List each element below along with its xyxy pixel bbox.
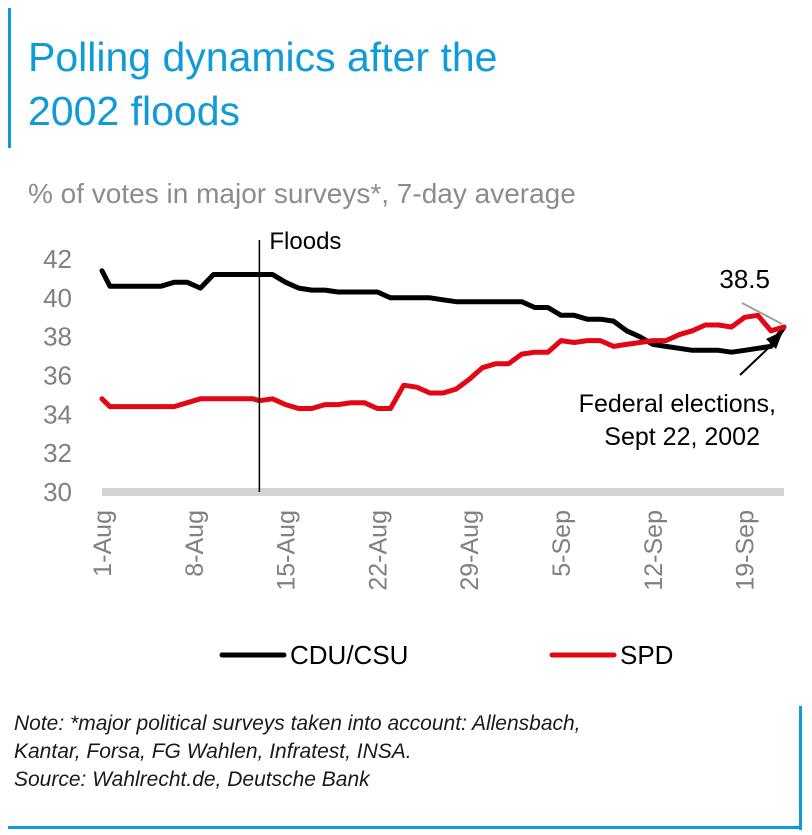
x-tick-label: 15-Aug [273, 510, 301, 591]
x-tick-label: 5-Sep [548, 510, 576, 577]
y-tick-label: 38 [43, 322, 72, 352]
y-tick-label: 42 [43, 244, 72, 274]
y-tick-label: 40 [43, 283, 72, 313]
note-block: Note: *major political surveys taken int… [14, 710, 581, 794]
x-axis-baseline [102, 488, 784, 496]
frame-bottom-rule [8, 826, 802, 829]
annotations: Floods 38.5 Federal elections, Sept 22, 200… [258, 228, 783, 492]
y-tick-label: 32 [43, 438, 72, 468]
series-line-cdu-csu [99, 268, 787, 355]
y-tick-label: 30 [43, 477, 72, 507]
end-value-label: 38.5 [719, 264, 770, 294]
y-tick-label: 36 [43, 361, 72, 391]
series-line-spd [99, 312, 787, 411]
election-label-line-1: Federal elections, [579, 390, 776, 418]
election-arrow-line [739, 338, 779, 376]
polling-line-chart: 30 32 34 36 38 40 42 1-Aug 8-Aug 15-Aug 22-Aug 29-… [43, 228, 787, 670]
x-tick-label: 12-Sep [640, 510, 668, 591]
title-line-2: 2002 floods [28, 88, 241, 134]
source-line: Source: Wahlrecht.de, Deutsche Bank [14, 768, 370, 791]
x-tick-label: 22-Aug [364, 510, 392, 591]
x-axis: 1-Aug 8-Aug 15-Aug 22-Aug 29-Aug 5-Sep 12-Sep 1… [89, 510, 760, 591]
floods-label: Floods [269, 228, 341, 255]
x-tick-label: 1-Aug [89, 510, 117, 577]
frame-right-rule [799, 706, 802, 830]
election-label-line-2: Sept 22, 2002 [604, 423, 760, 451]
y-axis: 30 32 34 36 38 40 42 [43, 244, 784, 507]
chart-marks [99, 268, 787, 411]
end-value-leader-line [741, 302, 783, 325]
legend-label-spd: SPD [620, 640, 673, 670]
x-tick-label: 29-Aug [456, 510, 484, 591]
x-tick-label: 19-Sep [732, 510, 760, 591]
x-tick-label: 8-Aug [181, 510, 209, 577]
chart-title: Polling dynamics after the 2002 floods [28, 30, 768, 138]
legend: CDU/CSU SPD [219, 640, 673, 670]
frame-left-rule [8, 8, 11, 148]
note-line-2: Kantar, Forsa, FG Wahlen, Infratest, INS… [14, 740, 412, 763]
legend-label-cdu-csu: CDU/CSU [290, 640, 408, 670]
y-tick-label: 34 [43, 399, 72, 429]
note-line-1: Note: *major political surveys taken int… [14, 712, 581, 735]
chart-subtitle: % of votes in major surveys*, 7-day aver… [28, 178, 576, 209]
election-arrowhead [766, 330, 783, 349]
title-line-1: Polling dynamics after the [28, 34, 498, 80]
